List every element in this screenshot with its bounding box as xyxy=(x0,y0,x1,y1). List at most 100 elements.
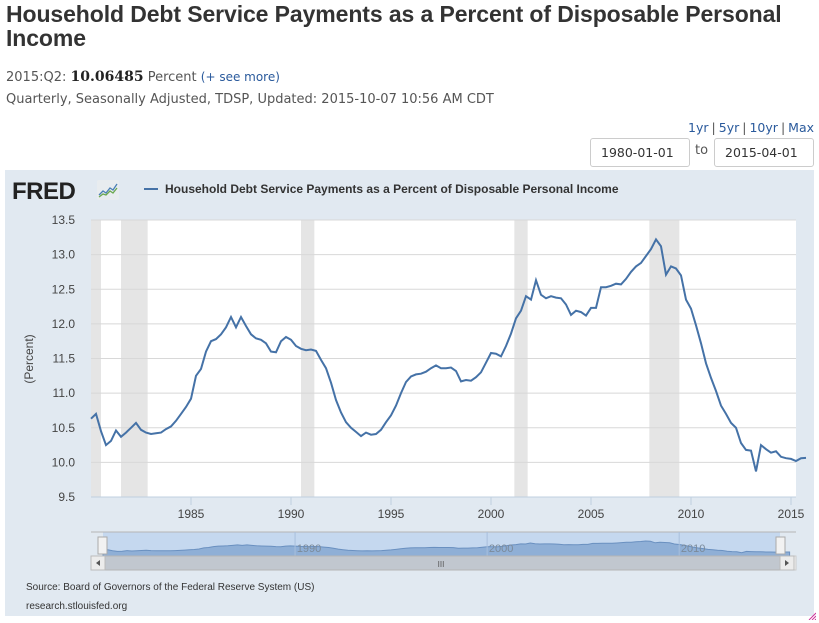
data-point[interactable] xyxy=(744,447,749,452)
data-point[interactable] xyxy=(354,429,359,434)
data-point[interactable] xyxy=(509,331,514,336)
data-point[interactable] xyxy=(549,294,554,299)
data-point[interactable] xyxy=(384,420,389,425)
data-point[interactable] xyxy=(124,430,129,435)
data-point[interactable] xyxy=(584,313,589,318)
data-point[interactable] xyxy=(344,420,349,425)
data-point[interactable] xyxy=(569,312,574,317)
data-point[interactable] xyxy=(394,403,399,408)
data-point[interactable] xyxy=(614,281,619,286)
data-point[interactable] xyxy=(764,447,769,452)
data-point[interactable] xyxy=(649,247,654,252)
data-point[interactable] xyxy=(689,306,694,311)
data-point[interactable] xyxy=(589,305,594,310)
data-point[interactable] xyxy=(754,469,759,474)
data-point[interactable] xyxy=(249,332,254,337)
data-point[interactable] xyxy=(739,441,744,446)
data-point[interactable] xyxy=(674,266,679,271)
data-point[interactable] xyxy=(119,434,124,439)
data-point[interactable] xyxy=(169,424,174,429)
data-point[interactable] xyxy=(299,346,304,351)
data-point[interactable] xyxy=(109,438,114,443)
data-point[interactable] xyxy=(669,264,674,269)
data-point[interactable] xyxy=(264,341,269,346)
data-point[interactable] xyxy=(174,418,179,423)
data-point[interactable] xyxy=(134,420,139,425)
data-point[interactable] xyxy=(529,297,534,302)
data-point[interactable] xyxy=(599,285,604,290)
data-point[interactable] xyxy=(494,351,499,356)
data-point[interactable] xyxy=(454,369,459,374)
data-point[interactable] xyxy=(634,264,639,269)
data-point[interactable] xyxy=(164,427,169,432)
data-point[interactable] xyxy=(114,428,119,433)
data-point[interactable] xyxy=(659,244,664,249)
data-point[interactable] xyxy=(699,341,704,346)
data-point[interactable] xyxy=(709,375,714,380)
data-point[interactable] xyxy=(339,410,344,415)
data-point[interactable] xyxy=(459,379,464,384)
data-point[interactable] xyxy=(139,427,144,432)
data-point[interactable] xyxy=(349,425,354,430)
data-point[interactable] xyxy=(419,371,424,376)
end-date-input[interactable] xyxy=(714,138,814,167)
data-point[interactable] xyxy=(294,344,299,349)
resize-handle-icon[interactable] xyxy=(808,612,816,620)
data-point[interactable] xyxy=(524,294,529,299)
data-point[interactable] xyxy=(369,432,374,437)
data-point[interactable] xyxy=(434,363,439,368)
data-point[interactable] xyxy=(259,337,264,342)
data-point[interactable] xyxy=(154,431,159,436)
data-point[interactable] xyxy=(449,365,454,370)
data-point[interactable] xyxy=(229,315,234,320)
data-point[interactable] xyxy=(404,380,409,385)
data-point[interactable] xyxy=(99,429,104,434)
data-point[interactable] xyxy=(479,370,484,375)
data-point[interactable] xyxy=(704,361,709,366)
data-point[interactable] xyxy=(379,427,384,432)
data-point[interactable] xyxy=(804,455,809,460)
data-point[interactable] xyxy=(779,454,784,459)
data-point[interactable] xyxy=(319,357,324,362)
site-link[interactable]: research.stlouisfed.org xyxy=(26,601,128,612)
data-point[interactable] xyxy=(774,449,779,454)
data-point[interactable] xyxy=(274,350,279,355)
data-point[interactable] xyxy=(239,315,244,320)
data-point[interactable] xyxy=(759,443,764,448)
data-point[interactable] xyxy=(129,425,134,430)
data-point[interactable] xyxy=(209,339,214,344)
data-point[interactable] xyxy=(564,302,569,307)
data-point[interactable] xyxy=(179,411,184,416)
range-1yr-link[interactable]: 1yr xyxy=(688,120,709,135)
data-point[interactable] xyxy=(314,348,319,353)
data-point[interactable] xyxy=(89,416,94,421)
data-point[interactable] xyxy=(144,430,149,435)
data-point[interactable] xyxy=(424,369,429,374)
data-point[interactable] xyxy=(719,403,724,408)
data-point[interactable] xyxy=(554,295,559,300)
data-point[interactable] xyxy=(799,456,804,461)
data-point[interactable] xyxy=(329,380,334,385)
data-point[interactable] xyxy=(469,378,474,383)
data-point[interactable] xyxy=(219,332,224,337)
data-point[interactable] xyxy=(724,411,729,416)
navigator-left-handle[interactable] xyxy=(97,536,108,555)
data-point[interactable] xyxy=(364,430,369,435)
range-5yr-link[interactable]: 5yr xyxy=(718,120,740,135)
data-point[interactable] xyxy=(359,434,364,439)
data-point[interactable] xyxy=(769,450,774,455)
data-point[interactable] xyxy=(654,237,659,242)
data-point[interactable] xyxy=(204,349,209,354)
data-point[interactable] xyxy=(714,389,719,394)
data-point[interactable] xyxy=(399,391,404,396)
series-line[interactable] xyxy=(90,237,807,472)
data-point[interactable] xyxy=(664,272,669,277)
data-point[interactable] xyxy=(489,351,494,356)
data-point[interactable] xyxy=(539,292,544,297)
data-point[interactable] xyxy=(189,396,194,401)
data-point[interactable] xyxy=(789,456,794,461)
data-point[interactable] xyxy=(214,337,219,342)
data-point[interactable] xyxy=(244,324,249,329)
data-point[interactable] xyxy=(334,398,339,403)
data-point[interactable] xyxy=(784,456,789,461)
